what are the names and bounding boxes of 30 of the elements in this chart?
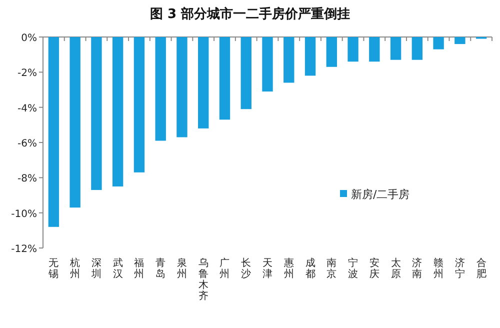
y-tick-label: 0% bbox=[21, 33, 37, 44]
chart-title: 图 3 部分城市一二手房价严重倒挂 bbox=[150, 6, 350, 22]
x-tick-label: 太原 bbox=[390, 257, 401, 280]
y-tick-label: -8% bbox=[18, 174, 37, 185]
x-tick-label: 合肥 bbox=[476, 257, 486, 280]
y-tick-label: -6% bbox=[18, 138, 37, 150]
y-tick-label: -10% bbox=[11, 208, 37, 220]
x-tick-label: 济宁 bbox=[454, 257, 465, 280]
x-tick-label: 天津 bbox=[262, 258, 272, 280]
x-tick-label: 无锡 bbox=[48, 258, 59, 280]
x-tick-label: 宁波 bbox=[348, 257, 358, 280]
x-tick-label: 深圳 bbox=[90, 257, 102, 280]
x-tick-label: 乌鲁木齐 bbox=[198, 257, 208, 302]
y-tick-label: -12% bbox=[11, 244, 37, 255]
y-tick-label: -4% bbox=[18, 103, 37, 114]
x-tick-label: 赣州 bbox=[434, 257, 444, 280]
x-tick-label: 广州 bbox=[220, 257, 230, 280]
x-tick-label: 福州 bbox=[134, 257, 144, 280]
x-tick-label: 安庆 bbox=[369, 257, 380, 280]
y-tick-label: -2% bbox=[18, 68, 37, 80]
x-tick-label: 惠州 bbox=[282, 257, 294, 280]
x-tick-label: 南京 bbox=[326, 257, 337, 280]
x-tick-label: 杭州 bbox=[69, 257, 80, 280]
x-tick-label: 成都 bbox=[305, 257, 316, 280]
x-tick-label: 长沙 bbox=[241, 257, 252, 280]
x-tick-label: 武汉 bbox=[112, 257, 123, 280]
legend-label: 新房/二手房 bbox=[351, 188, 410, 201]
x-tick-label: 泉州 bbox=[176, 257, 187, 280]
x-tick-label: 青岛 bbox=[156, 257, 166, 280]
x-tick-label: 济南 bbox=[412, 257, 422, 280]
